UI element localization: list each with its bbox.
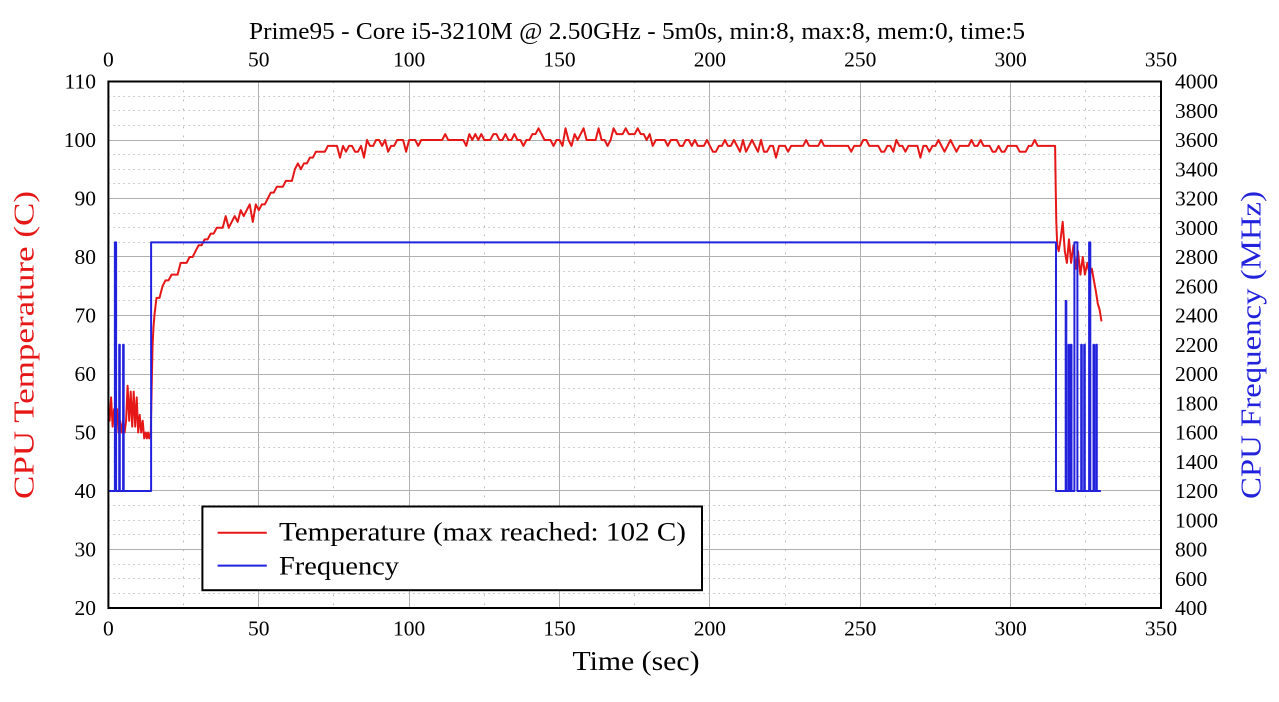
svg-text:3400: 3400 <box>1175 157 1218 181</box>
svg-text:CPU Temperature (C): CPU Temperature (C) <box>10 191 41 499</box>
svg-text:3000: 3000 <box>1175 216 1218 240</box>
svg-text:50: 50 <box>248 48 270 72</box>
svg-text:100: 100 <box>64 128 96 152</box>
svg-text:3600: 3600 <box>1175 128 1218 152</box>
svg-text:4000: 4000 <box>1175 70 1218 94</box>
svg-text:350: 350 <box>1145 48 1177 72</box>
svg-text:3200: 3200 <box>1175 187 1218 211</box>
svg-text:50: 50 <box>248 617 270 641</box>
svg-text:600: 600 <box>1175 567 1207 591</box>
svg-text:50: 50 <box>75 421 97 445</box>
svg-text:150: 150 <box>543 48 575 72</box>
svg-text:300: 300 <box>994 617 1026 641</box>
svg-text:110: 110 <box>65 70 96 94</box>
svg-text:0: 0 <box>103 48 114 72</box>
svg-text:2400: 2400 <box>1175 304 1218 328</box>
svg-text:100: 100 <box>393 617 425 641</box>
svg-text:40: 40 <box>75 479 97 503</box>
svg-text:Temperature (max reached: 102: Temperature (max reached: 102 C) <box>279 518 686 547</box>
svg-text:20: 20 <box>75 596 97 620</box>
svg-text:2800: 2800 <box>1175 245 1218 269</box>
svg-text:200: 200 <box>694 48 726 72</box>
svg-text:150: 150 <box>543 617 575 641</box>
svg-text:2600: 2600 <box>1175 274 1218 298</box>
svg-text:100: 100 <box>393 48 425 72</box>
svg-text:1200: 1200 <box>1175 479 1218 503</box>
svg-text:1600: 1600 <box>1175 421 1218 445</box>
svg-text:400: 400 <box>1175 596 1207 620</box>
svg-text:Prime95 - Core i5-3210M @ 2.50: Prime95 - Core i5-3210M @ 2.50GHz - 5m0s… <box>249 18 1025 45</box>
svg-text:3800: 3800 <box>1175 99 1218 123</box>
svg-text:350: 350 <box>1145 617 1177 641</box>
svg-text:1000: 1000 <box>1175 509 1218 533</box>
svg-text:250: 250 <box>844 617 876 641</box>
svg-text:2000: 2000 <box>1175 362 1218 386</box>
svg-text:60: 60 <box>75 362 97 386</box>
svg-text:Frequency: Frequency <box>279 552 399 581</box>
svg-text:90: 90 <box>75 187 97 211</box>
svg-text:2200: 2200 <box>1175 333 1218 357</box>
svg-text:200: 200 <box>694 617 726 641</box>
svg-text:250: 250 <box>844 48 876 72</box>
svg-text:Time (sec): Time (sec) <box>573 646 700 676</box>
svg-text:800: 800 <box>1175 538 1207 562</box>
svg-text:CPU Frequency (MHz): CPU Frequency (MHz) <box>1237 191 1268 499</box>
svg-text:0: 0 <box>103 617 114 641</box>
svg-text:1400: 1400 <box>1175 450 1218 474</box>
svg-text:1800: 1800 <box>1175 391 1218 415</box>
svg-text:70: 70 <box>75 304 97 328</box>
svg-text:300: 300 <box>994 48 1026 72</box>
svg-text:80: 80 <box>75 245 97 269</box>
svg-text:30: 30 <box>75 538 97 562</box>
